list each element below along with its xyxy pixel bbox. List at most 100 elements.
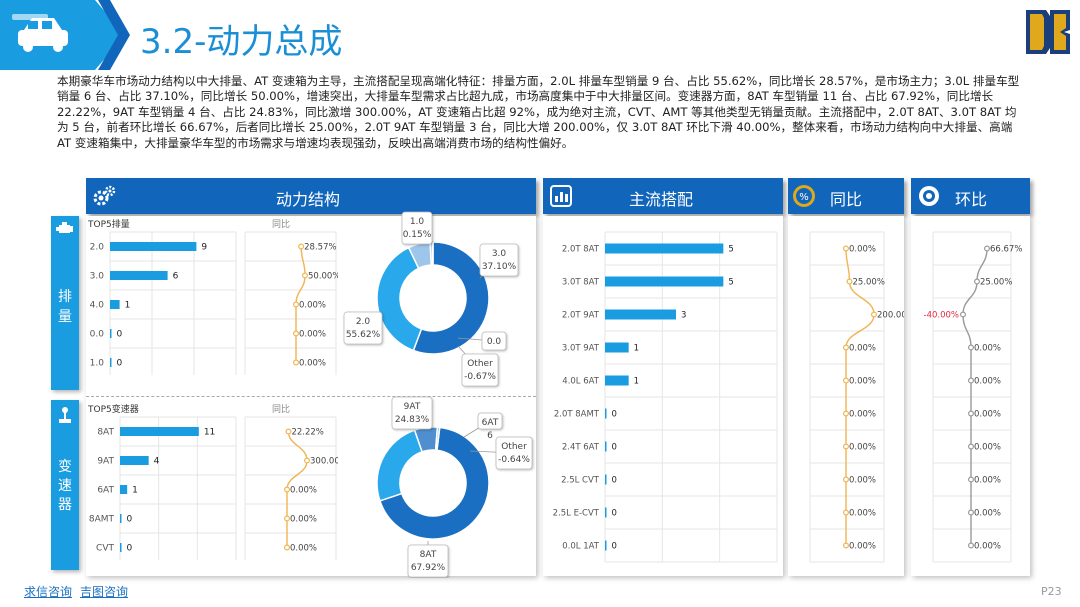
gears-icon [93, 185, 116, 206]
bar [605, 507, 607, 518]
bar-category-label: 8AT [97, 428, 114, 438]
summary-text: 本期豪华车市场动力结构以中大排量、AT 变速箱为主导，主流搭配呈现高端化特征：排… [57, 74, 1020, 150]
power-structure-title: 动力结构 [276, 190, 341, 209]
bar-value-label: 9 [201, 243, 207, 253]
trend-value-label: 0.00% [299, 330, 326, 340]
trend-value-label: 0.00% [849, 542, 876, 552]
trend-point [842, 245, 849, 252]
bar [120, 456, 149, 465]
trend-point [973, 278, 980, 285]
transmission-bar-title: TOP5变速器 [88, 405, 139, 415]
displacement-donut-chart: 1.0 0.15% 3.0 37.10% 2.0 55.62% 0.0 Other -0.67% [343, 211, 519, 387]
trend-value-label: 0.00% [290, 544, 317, 554]
trend-point [967, 542, 974, 549]
trend-point [959, 311, 966, 318]
bar [605, 342, 629, 353]
trend-value-label: 0.00% [974, 542, 1001, 552]
bar-chart-icon [550, 185, 572, 207]
donut-label: 6AT [482, 418, 499, 428]
trend-point [967, 509, 974, 516]
trend-value-label: 0.00% [849, 410, 876, 420]
engine-icon [56, 222, 73, 233]
displacement-side-tab: 排 量 [51, 216, 79, 390]
trend-value-label: 0.00% [299, 359, 326, 369]
trend-point [292, 330, 299, 337]
trend-value-label: 0.00% [290, 486, 317, 496]
bar [120, 543, 122, 552]
donut-slice [434, 426, 441, 452]
bar-category-label: 2.5L E-CVT [553, 509, 600, 519]
bar [605, 540, 607, 551]
trend-line [962, 248, 988, 546]
bar [605, 441, 607, 452]
trend-point [842, 443, 849, 450]
combo-bar-chart: 2.0T 8AT 5 3.0T 8AT 5 2.0T 9AT 3 3.0T 9AT 1 4.0L… [553, 231, 778, 563]
bar-value-label: 11 [204, 428, 215, 438]
footer-link-qiuxin[interactable]: 求信咨询 [24, 585, 73, 599]
donut-label: 8AT [420, 550, 437, 560]
bar-category-label: 4.0L 6AT [562, 377, 600, 387]
trend-value-label: 0.00% [849, 245, 876, 255]
trend-value-label: 0.00% [290, 515, 317, 525]
bar [110, 242, 197, 251]
bar-value-label: 3 [681, 311, 686, 321]
bar-value-label: 0 [612, 443, 617, 453]
bar-category-label: 1.0 [90, 359, 105, 369]
trend-value-label: 0.00% [974, 443, 1001, 453]
trend-value-label: 200.00% [877, 311, 904, 321]
bar-value-label: 6 [173, 272, 179, 282]
bar [110, 271, 168, 280]
donut-callout: 8AT 67.92% [407, 541, 449, 578]
bar-category-label: 3.0T 8AT [562, 278, 600, 288]
donut-value-label: 37.10% [482, 262, 517, 272]
donut-slice [431, 241, 434, 266]
trend-value-label: 0.00% [974, 377, 1001, 387]
trend-value-label: 0.00% [974, 344, 1001, 354]
bar-value-label: 5 [728, 278, 733, 288]
trend-point [292, 301, 299, 308]
donut-callout: 3.0 37.10% [479, 243, 519, 279]
trend-line [845, 248, 875, 546]
donut-callout: 1.0 0.15% [401, 211, 434, 245]
bar-category-label: 0.0 [90, 330, 105, 340]
donut-slice [376, 429, 424, 502]
displacement-trend-title: 同比 [272, 220, 291, 230]
bar [605, 309, 676, 320]
yoy-title: 同比 [830, 190, 863, 209]
ring-icon [919, 186, 939, 206]
donut-label: 3.0 [492, 249, 507, 259]
page-number: P23 [1041, 585, 1062, 598]
donut-value-label: -0.64% [498, 455, 530, 465]
yoy-header: % 同比 [788, 178, 904, 214]
bar [605, 375, 629, 386]
trend-point [967, 443, 974, 450]
trend-value-label: 0.00% [974, 410, 1001, 420]
bar-category-label: 6AT [97, 486, 114, 496]
trend-value-label: 28.57% [304, 243, 336, 253]
trend-value-label: 0.00% [974, 476, 1001, 486]
trend-point [283, 544, 290, 551]
trend-point [301, 272, 308, 279]
transmission-trend-title: 同比 [272, 405, 291, 415]
trend-point [298, 243, 305, 250]
trend-value-label: 0.00% [299, 301, 326, 311]
gear-shift-icon [59, 407, 71, 423]
svg-text:%: % [799, 192, 809, 203]
trend-value-label: 25.00% [980, 278, 1012, 288]
transmission-label-2: 速 [58, 478, 72, 494]
bar [605, 408, 607, 419]
car-icon [12, 14, 68, 52]
bar-category-label: 8AMT [89, 515, 115, 525]
trend-value-label: 0.00% [849, 476, 876, 486]
donut-callout: Other -0.64% [469, 436, 533, 470]
bar-value-label: 0 [127, 515, 133, 525]
trend-point [967, 344, 974, 351]
trend-value-label: -40.00% [924, 311, 959, 321]
bar-value-label: 1 [125, 301, 131, 311]
trend-value-label: 0.00% [974, 509, 1001, 519]
trend-point [842, 344, 849, 351]
bar-category-label: 2.4T 6AT [562, 443, 600, 453]
trend-point [842, 509, 849, 516]
footer-link-jitu[interactable]: 吉图咨询 [80, 585, 129, 599]
bar-category-label: 2.5L CVT [561, 476, 600, 486]
